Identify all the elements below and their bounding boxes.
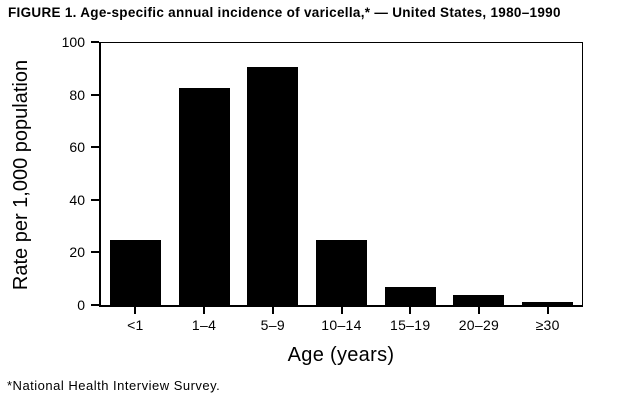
y-tick	[91, 304, 99, 306]
x-tick-label: ≥30	[535, 317, 560, 333]
x-tick-label: 20–29	[458, 317, 500, 333]
y-tick	[91, 198, 99, 201]
bar-<1	[109, 239, 161, 305]
x-tick-label: <1	[127, 317, 144, 333]
figure-title: FIGURE 1. Age-specific annual incidence …	[8, 5, 561, 20]
bar-5–9	[247, 66, 299, 305]
x-tick	[477, 307, 480, 314]
y-axis-label-text: Rate per 1,000 population	[10, 59, 32, 291]
bar-10–14	[316, 239, 367, 305]
y-tick-label: 20	[69, 244, 85, 261]
bar-15–19	[384, 286, 436, 305]
x-tick-label: 10–14	[321, 317, 362, 333]
plot-inner	[101, 43, 582, 305]
y-tick-label: 60	[69, 139, 85, 156]
y-tick-label: 100	[61, 34, 85, 50]
x-tick	[134, 307, 137, 314]
y-tick-label: 0	[77, 297, 85, 313]
y-tick	[91, 41, 99, 43]
x-tick-label: 15–19	[389, 317, 431, 333]
x-tick	[409, 307, 412, 314]
x-axis-label: Age (years)	[287, 344, 395, 366]
x-tick	[203, 307, 206, 314]
x-tick-label: 1–4	[191, 317, 217, 333]
plot-area	[99, 42, 583, 307]
x-tick	[340, 307, 343, 314]
figure-footnote: *National Health Interview Survey.	[7, 378, 221, 393]
y-tick-label: 40	[69, 191, 85, 208]
y-tick	[91, 251, 99, 254]
bar-20–29	[453, 294, 505, 305]
x-tick-label: 5–9	[260, 317, 285, 333]
bar-1–4	[178, 87, 230, 305]
y-tick	[91, 93, 99, 96]
bar-≥30	[522, 302, 574, 305]
y-tick	[91, 146, 99, 149]
y-tick-label: 80	[69, 86, 85, 103]
x-tick	[546, 307, 549, 314]
x-tick	[271, 307, 274, 314]
